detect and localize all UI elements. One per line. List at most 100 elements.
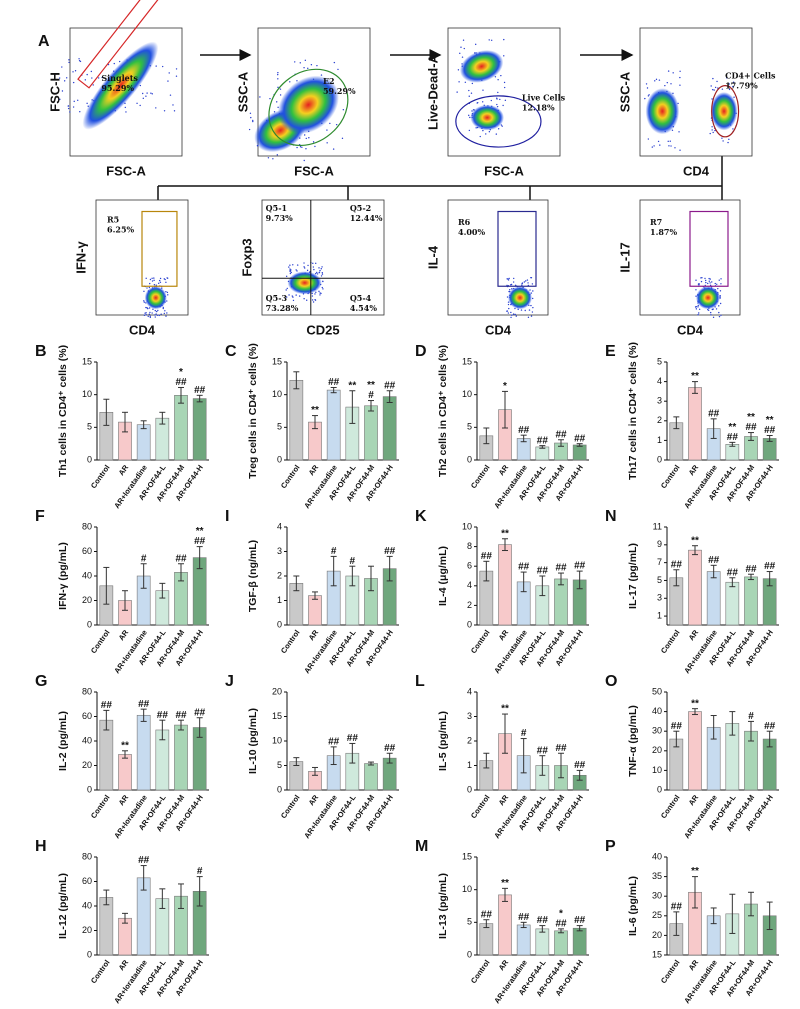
y-tick-label: 0 [277,619,282,629]
event-dot [461,56,464,58]
event-dot [645,83,648,85]
event-dot [166,312,168,314]
y-tick-label: 80 [82,521,92,531]
x-axis-label: FSC-A [294,163,334,178]
significance-hash: ## [764,721,776,732]
y-tick-label: 0 [87,784,92,794]
event-dot [524,309,526,312]
event-dot [337,68,339,71]
y-tick-label: 15 [652,949,662,959]
significance-star: ** [501,878,509,889]
event-dot [167,294,169,296]
event-dot [715,308,718,310]
event-dot [91,77,93,79]
density-blob [645,88,680,135]
event-dot [521,284,523,286]
significance-star: ** [728,422,736,433]
event-dot [74,70,77,72]
x-tick-label: Control [279,793,302,820]
gate-percent: 4.00% [458,227,485,237]
event-dot [695,308,698,310]
significance-star: ** [501,704,509,715]
event-dot [154,314,156,316]
event-dot [315,262,317,265]
y-tick-label: 15 [462,851,472,861]
event-dot [342,109,345,111]
y-tick-label: 10 [272,389,282,399]
event-dot [148,307,151,309]
bar [498,544,512,626]
event-dot [527,316,530,319]
event-dot [307,67,309,70]
event-dot [700,280,703,283]
event-dot [532,290,534,292]
event-dot [326,129,328,131]
bar [688,387,702,461]
y-tick-label: 2 [467,735,472,745]
x-tick-label: Control [89,793,112,820]
bar [118,917,132,956]
significance-star: ** [691,698,699,709]
event-dot [61,66,63,68]
event-dot [159,277,162,280]
event-dot [139,104,141,107]
density-blob [287,271,322,295]
event-dot [305,148,307,150]
event-dot [155,313,157,315]
event-dot [496,103,498,106]
plot-frame [261,199,385,316]
event-dot [530,304,532,307]
event-dot [58,77,61,79]
significance-hash: ## [157,710,169,721]
y-tick-label: 10 [462,389,472,399]
event-dot [470,92,473,94]
y-tick-label: 1 [277,595,282,605]
event-dot [506,296,509,298]
event-dot [148,286,151,289]
gate [497,210,537,287]
event-dot [295,269,297,271]
event-dot [155,65,157,67]
event-dot [289,272,292,275]
event-dot [515,315,517,317]
event-dot [306,269,309,272]
x-axis-label: CD4 [677,322,704,337]
x-tick-label: AR [307,463,321,478]
event-dot [718,305,720,307]
y-axis-title: Th17 cells in CD4⁺ cells (%) [627,342,639,480]
significance-hash: ## [745,564,757,575]
event-dot [312,301,315,303]
event-dot [321,286,323,289]
y-tick-label: 20 [652,930,662,940]
y-tick-label: 5 [277,422,282,432]
event-dot [143,301,146,303]
event-dot [289,264,291,266]
event-dot [303,262,305,264]
event-dot [333,61,336,64]
bar [479,923,494,956]
event-dot [332,148,335,150]
event-dot [667,70,670,72]
event-dot [667,140,669,143]
y-tick-label: 0 [657,784,662,794]
gate-percent: 1.87% [650,227,677,237]
gate-percent: 12.18% [522,102,555,112]
significance-hash: ## [194,536,206,547]
y-axis-title: IL-13 (pg/mL) [437,873,449,939]
event-dot [285,275,288,278]
event-dot [322,280,324,283]
event-dot [289,270,291,273]
event-dot [113,62,115,65]
significance-hash: ## [764,561,776,572]
event-dot [719,290,722,292]
y-tick-label: 10 [652,765,662,775]
event-dot [79,111,81,113]
event-dot [319,294,321,296]
event-dot [277,78,279,80]
event-dot [718,311,720,314]
bar [326,389,341,461]
event-dot [710,314,712,316]
event-dot [530,315,533,317]
event-dot [532,306,534,309]
y-axis-title: TGF-β (ng/mL) [247,540,259,612]
